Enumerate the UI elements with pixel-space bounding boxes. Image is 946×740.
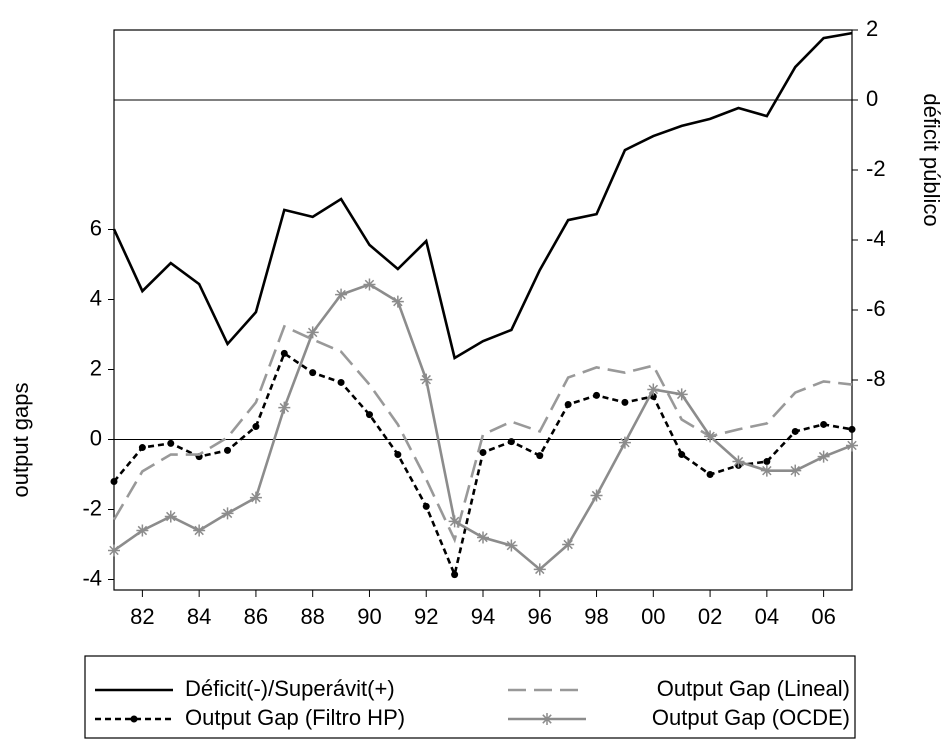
marker	[846, 439, 858, 452]
marker	[420, 373, 433, 386]
marker	[363, 278, 376, 291]
marker	[221, 507, 234, 520]
x-tick-label: 82	[130, 604, 154, 629]
marker	[136, 524, 149, 537]
y2-tick-label: 0	[866, 86, 878, 111]
marker	[167, 439, 175, 447]
marker	[224, 446, 232, 454]
plot-frame	[113, 29, 853, 591]
marker	[505, 539, 518, 552]
marker	[590, 489, 603, 502]
y2-tick-label: -6	[866, 296, 886, 321]
y2-tick-label: 2	[866, 16, 878, 41]
legend-label: Output Gap (Filtro HP)	[185, 705, 405, 730]
x-tick-label: 96	[528, 604, 552, 629]
y-tick-label: 4	[90, 285, 102, 310]
legend-label: Déficit(-)/Superávit(+)	[185, 676, 395, 701]
marker	[760, 464, 773, 477]
series-line	[112, 324, 853, 544]
marker	[451, 571, 459, 579]
marker	[732, 455, 745, 468]
marker	[541, 713, 553, 725]
marker	[618, 436, 631, 449]
y-tick-label: 0	[90, 425, 102, 450]
marker	[252, 423, 260, 431]
x-tick-label: 06	[811, 604, 835, 629]
marker	[365, 411, 373, 419]
x-tick-label: 88	[300, 604, 324, 629]
marker	[562, 538, 575, 551]
series-line	[113, 283, 853, 572]
legend-box	[84, 655, 856, 739]
marker	[820, 420, 828, 428]
legend-label: Output Gap (OCDE)	[652, 705, 850, 730]
marker	[593, 391, 601, 399]
y-tick-label: -4	[82, 565, 102, 590]
x-tick-label: 90	[357, 604, 381, 629]
x-tick-label: 94	[471, 604, 495, 629]
marker	[193, 524, 206, 537]
marker	[130, 715, 138, 723]
marker	[110, 478, 118, 485]
marker	[507, 438, 515, 446]
marker	[789, 464, 802, 477]
marker	[391, 295, 404, 308]
y2-tick-label: -4	[866, 226, 886, 251]
marker	[448, 515, 461, 528]
y2-tick-label: -8	[866, 366, 886, 391]
marker	[280, 349, 288, 357]
x-tick-label: 00	[641, 604, 665, 629]
marker	[164, 510, 177, 523]
marker	[675, 388, 688, 401]
marker	[337, 378, 345, 386]
marker	[394, 451, 402, 459]
marker	[335, 288, 348, 301]
marker	[533, 563, 546, 576]
marker	[763, 458, 771, 466]
legend-label: Output Gap (Lineal)	[657, 676, 850, 701]
y-tick-label: 2	[90, 355, 102, 380]
marker	[278, 401, 291, 414]
x-tick-label: 92	[414, 604, 438, 629]
marker	[647, 383, 660, 396]
marker	[309, 369, 317, 377]
y-tick-label: -2	[82, 495, 102, 520]
marker	[817, 450, 830, 463]
y-axis-label: output gaps	[8, 383, 33, 498]
marker	[791, 427, 799, 435]
y2-tick-label: -2	[866, 156, 886, 181]
marker	[479, 448, 487, 456]
marker	[536, 452, 544, 460]
marker	[704, 430, 717, 443]
marker	[422, 502, 430, 510]
marker	[564, 401, 572, 408]
y-tick-label: 6	[90, 215, 102, 240]
marker	[138, 444, 146, 452]
marker	[678, 451, 686, 459]
x-tick-label: 02	[698, 604, 722, 629]
marker	[848, 425, 856, 433]
marker	[249, 491, 262, 504]
x-tick-label: 86	[244, 604, 268, 629]
x-tick-label: 04	[755, 604, 779, 629]
x-tick-label: 84	[187, 604, 211, 629]
marker	[621, 398, 629, 406]
marker	[108, 544, 120, 557]
y2-axis-label: déficit público	[919, 93, 944, 226]
series-line	[112, 31, 853, 360]
marker	[706, 471, 714, 478]
marker	[477, 531, 489, 544]
marker	[306, 326, 319, 339]
x-tick-label: 98	[584, 604, 608, 629]
